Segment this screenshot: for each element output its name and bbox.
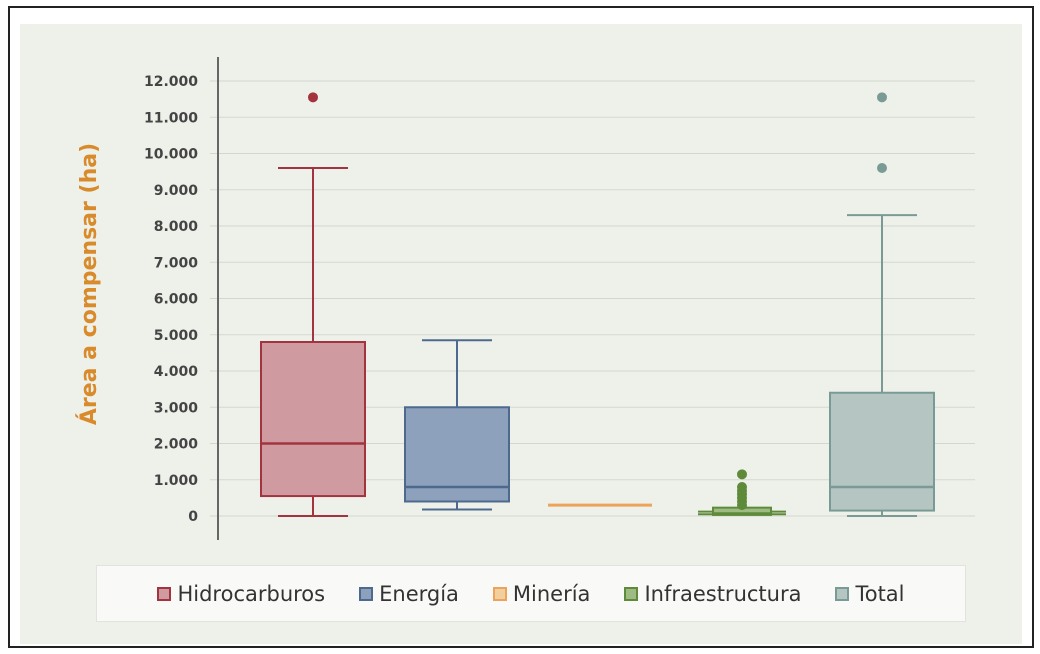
- legend-item-total: Total: [835, 581, 905, 606]
- outlier-point: [877, 92, 887, 103]
- chart-frame: Área a compensar (ha) 0 1.000 2.000 3.000 4.…: [8, 6, 1034, 648]
- legend-swatch-mineria: [492, 586, 507, 601]
- box-energia: [404, 339, 510, 511]
- legend: Hidrocarburos Energía Minería Infraestru…: [96, 565, 966, 622]
- legend-label-total: Total: [855, 581, 905, 606]
- outlier-point: [737, 469, 747, 480]
- outlier-point: [737, 482, 747, 492]
- y-tick-label: 5.000: [154, 328, 199, 344]
- y-tick-label: 4.000: [154, 364, 199, 380]
- legend-swatch-infraestructura: [624, 586, 639, 601]
- y-tick-label: 10.000: [144, 147, 198, 163]
- legend-swatch-energia: [359, 586, 374, 601]
- outlier-point: [308, 92, 318, 103]
- y-tick-label: 7.000: [154, 255, 199, 271]
- legend-item-hidrocarburos: Hidrocarburos: [157, 582, 325, 606]
- box-iqr: [260, 341, 366, 498]
- box-total: [829, 92, 935, 517]
- y-tick-label: 3.000: [154, 400, 199, 416]
- y-tick-label: 9.000: [154, 183, 199, 199]
- y-tick-labels: 0 1.000 2.000 3.000 4.000 5.000 6.000 7.000 8.00…: [144, 74, 198, 525]
- box-hidrocarburos: [260, 92, 366, 517]
- y-tick-label: 6.000: [154, 292, 199, 308]
- legend-swatch-hidrocarburos: [157, 586, 172, 601]
- legend-label-energia: Energía: [379, 581, 459, 606]
- box-plots: [260, 92, 935, 517]
- y-tick-label: 1.000: [154, 473, 199, 489]
- legend-swatch-total: [835, 586, 850, 601]
- y-tick-label: 2.000: [154, 437, 199, 453]
- chart-panel: Área a compensar (ha) 0 1.000 2.000 3.000 4.…: [20, 24, 1022, 644]
- y-tick-label: 8.000: [154, 219, 199, 235]
- y-axis-label: Área a compensar (ha): [76, 143, 102, 425]
- box-infraestructura: [698, 469, 786, 516]
- y-tick-label: 12.000: [144, 74, 198, 90]
- outlier-point: [877, 163, 887, 173]
- legend-item-mineria: Minería: [492, 581, 591, 606]
- box-iqr: [829, 391, 935, 512]
- y-tick-label: 11.000: [144, 110, 198, 126]
- legend-label-hidrocarburos: Hidrocarburos: [177, 581, 326, 606]
- y-tick-label: 0: [188, 509, 198, 525]
- boxplot-chart: Área a compensar (ha) 0 1.000 2.000 3.000 4.…: [76, 57, 975, 540]
- legend-item-infraestructura: Infraestructura: [624, 582, 801, 606]
- legend-item-energia: Energía: [359, 582, 459, 606]
- legend-label-mineria: Minería: [512, 581, 591, 606]
- legend-label-infraestructura: Infraestructura: [644, 581, 802, 606]
